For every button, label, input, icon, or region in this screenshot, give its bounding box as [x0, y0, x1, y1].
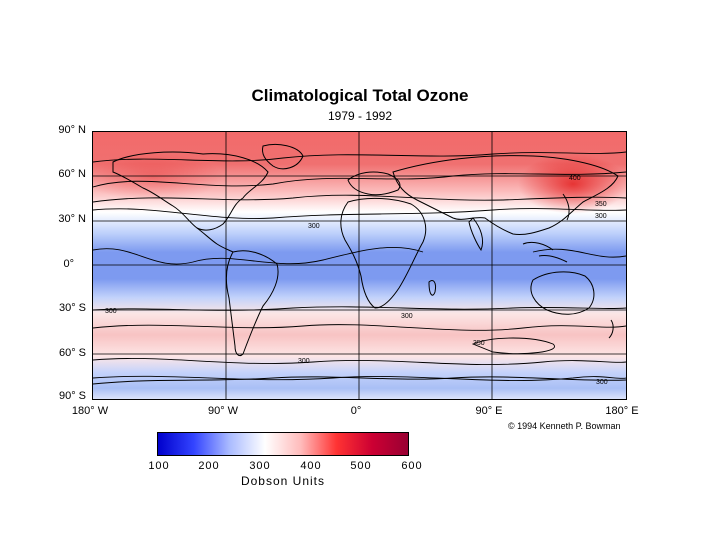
- contour-label: 300: [401, 313, 413, 320]
- grid-lines: [93, 132, 626, 399]
- lat-label-60s: 60° S: [58, 347, 86, 359]
- colorbar-tick: 200: [198, 460, 220, 472]
- ozone-map: 300 300 300 350 300 350 300 300 400: [92, 131, 627, 400]
- copyright-credit: © 1994 Kenneth P. Bowman: [508, 421, 621, 431]
- lon-label-0: 0°: [350, 405, 362, 417]
- ozone-map-svg: 300 300 300 350 300 350 300 300 400: [93, 132, 626, 399]
- lon-label-90e: 90° E: [475, 405, 503, 417]
- lon-label-180e: 180° E: [605, 405, 639, 417]
- colorbar: [157, 432, 409, 456]
- contour-label: 300: [308, 223, 320, 230]
- lat-label-90n: 90° N: [58, 124, 86, 136]
- lat-label-90s: 90° S: [58, 390, 86, 402]
- colorbar-tick: 400: [300, 460, 322, 472]
- contour-label: 300: [596, 379, 608, 386]
- ozone-max-siberia: [518, 154, 626, 214]
- colorbar-tick: 300: [249, 460, 271, 472]
- coastlines: [93, 143, 626, 385]
- colorbar-tick: 500: [350, 460, 372, 472]
- ozone-max-canada: [93, 153, 223, 201]
- lat-label-60n: 60° N: [58, 168, 86, 180]
- contour-label: 400: [569, 175, 581, 182]
- lat-label-30n: 30° N: [58, 213, 86, 225]
- contour-label: 350: [473, 340, 485, 347]
- contour-label-group: 300 300 300 350 300 350 300 300 400: [105, 175, 608, 386]
- contour-label: 350: [595, 201, 607, 208]
- lat-label-30s: 30° S: [58, 302, 86, 314]
- lat-label-0: 0°: [63, 258, 74, 270]
- contour-label: 300: [298, 358, 310, 365]
- colorbar-tick: 600: [401, 460, 423, 472]
- colorbar-tick: 100: [148, 460, 170, 472]
- colorbar-units-label: Dobson Units: [240, 474, 326, 488]
- map-subtitle: 1979 - 1992: [327, 109, 393, 123]
- contour-label: 300: [105, 308, 117, 315]
- lon-label-90w: 90° W: [207, 405, 239, 417]
- contour-label: 300: [595, 213, 607, 220]
- map-title: Climatological Total Ozone: [251, 86, 469, 105]
- lon-label-180w: 180° W: [71, 405, 109, 417]
- contour-lines: [93, 151, 626, 381]
